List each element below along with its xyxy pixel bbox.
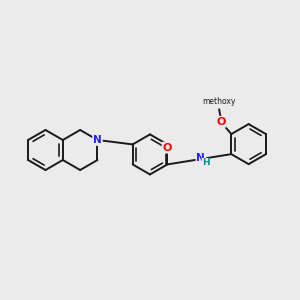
Text: methoxy: methoxy xyxy=(202,97,236,106)
Text: O: O xyxy=(163,142,172,153)
Text: H: H xyxy=(202,158,210,167)
Text: N: N xyxy=(93,135,102,145)
Text: O: O xyxy=(216,117,226,127)
Text: N: N xyxy=(196,153,205,163)
